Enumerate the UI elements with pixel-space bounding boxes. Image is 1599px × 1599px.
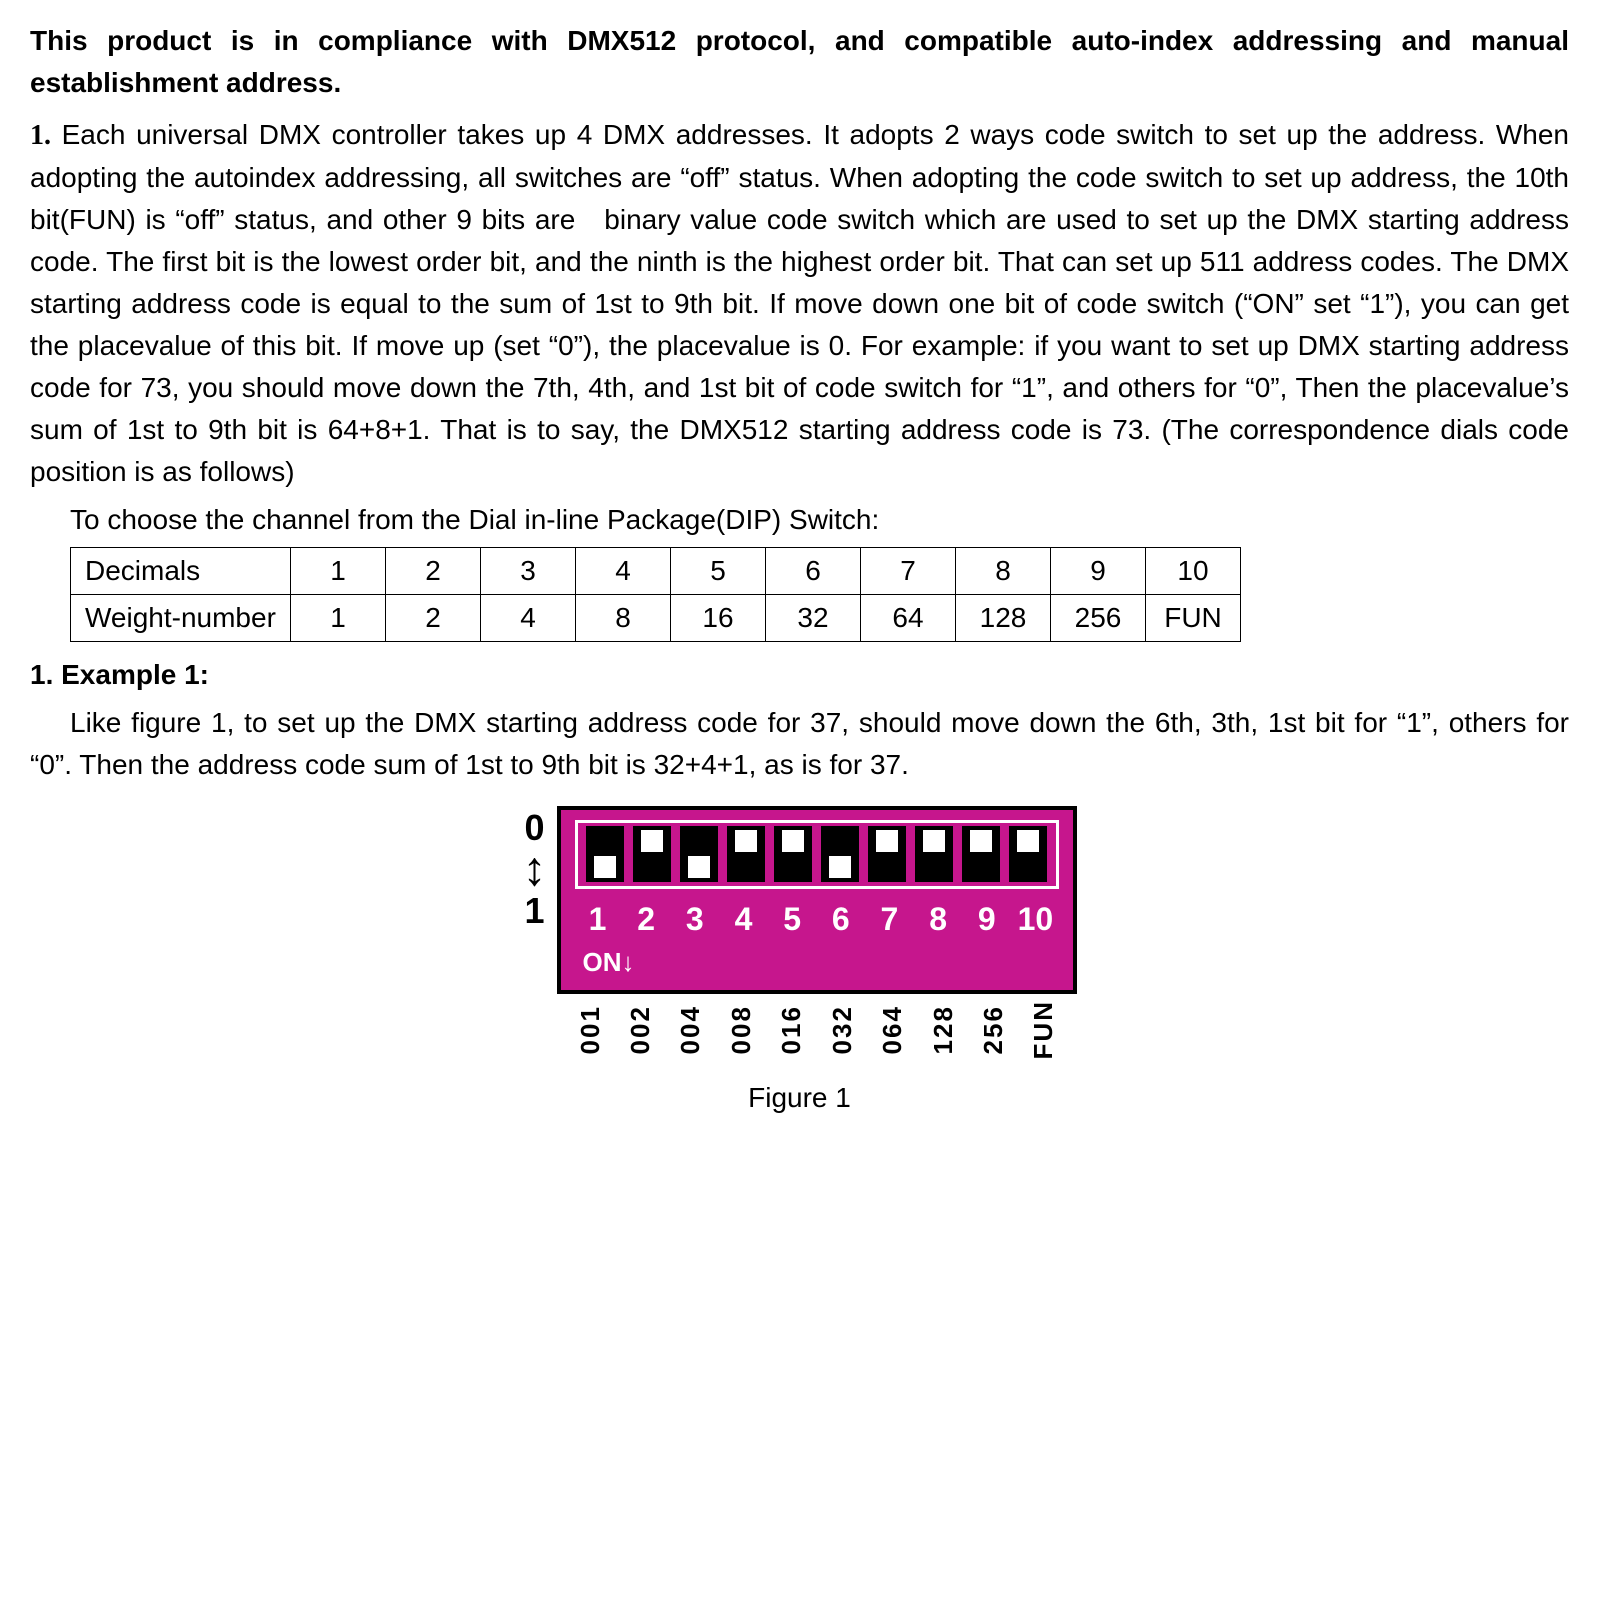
dip-number: 10 (1016, 895, 1054, 943)
dip-weight-label: 001 (571, 1000, 609, 1059)
cell: 6 (766, 548, 861, 595)
cell: 7 (861, 548, 956, 595)
dip-weight-table: Decimals 1 2 3 4 5 6 7 8 9 10 Weight-num… (70, 547, 1241, 642)
dip-slot-4 (727, 826, 765, 882)
dip-weight-label: 032 (823, 1000, 861, 1059)
cell: 32 (766, 595, 861, 642)
row-label-weight: Weight-number (71, 595, 291, 642)
dip-knob (735, 830, 757, 852)
cell: FUN (1146, 595, 1241, 642)
dip-weight-label: 064 (873, 1000, 911, 1059)
dip-slot-6 (821, 826, 859, 882)
dip-slot-9 (962, 826, 1000, 882)
dip-number: 3 (676, 895, 714, 943)
dip-knob (641, 830, 663, 852)
para-number: 1. (30, 120, 51, 151)
cell: 3 (481, 548, 576, 595)
cell: 4 (481, 595, 576, 642)
example-body-text: Like figure 1, to set up the DMX startin… (30, 707, 1569, 780)
dip-weight-label: 016 (772, 1000, 810, 1059)
dip-slot-3 (680, 826, 718, 882)
dip-side-labels: 0 ↕ 1 (523, 806, 547, 929)
dip-number: 2 (627, 895, 665, 943)
dip-frame (575, 820, 1059, 889)
table-row: Decimals 1 2 3 4 5 6 7 8 9 10 (71, 548, 1241, 595)
dip-number: 4 (724, 895, 762, 943)
dip-number: 6 (822, 895, 860, 943)
dip-slot-2 (633, 826, 671, 882)
dip-number: 7 (870, 895, 908, 943)
dip-knob (923, 830, 945, 852)
cell: 16 (671, 595, 766, 642)
dip-weight-label: 256 (974, 1000, 1012, 1059)
label-zero: 0 (524, 810, 544, 846)
cell: 2 (386, 595, 481, 642)
cell: 64 (861, 595, 956, 642)
cell: 8 (956, 548, 1051, 595)
cell: 8 (576, 595, 671, 642)
dip-slot-5 (774, 826, 812, 882)
dip-number: 5 (773, 895, 811, 943)
cell: 2 (386, 548, 481, 595)
intro-text: This product is in compliance with DMX51… (30, 20, 1569, 104)
para-body: Each universal DMX controller takes up 4… (30, 119, 1569, 487)
dip-knob (782, 830, 804, 852)
dip-knob (876, 830, 898, 852)
dip-slot-8 (915, 826, 953, 882)
dip-number: 1 (579, 895, 617, 943)
dip-number: 9 (968, 895, 1006, 943)
cell: 256 (1051, 595, 1146, 642)
figure-caption: Figure 1 (748, 1077, 851, 1119)
dip-slot-10 (1009, 826, 1047, 882)
dip-slot-1 (586, 826, 624, 882)
cell: 10 (1146, 548, 1241, 595)
cell: 9 (1051, 548, 1146, 595)
dip-on-label: ON↓ (575, 943, 1059, 982)
cell: 4 (576, 548, 671, 595)
dip-slot-7 (868, 826, 906, 882)
dip-weight-labels: 001 002 004 008 016 032 064 128 256 FUN (557, 994, 1077, 1059)
dip-knob (594, 856, 616, 878)
cell: 5 (671, 548, 766, 595)
paragraph-1: 1. Each universal DMX controller takes u… (30, 114, 1569, 493)
dip-knob (1017, 830, 1039, 852)
dip-weight-label: 008 (722, 1000, 760, 1059)
figure-1: 0 ↕ 1 12345678910 ON↓ 001002004008016032… (30, 806, 1569, 1119)
label-one: 1 (524, 893, 544, 929)
dip-slots (584, 826, 1050, 882)
dip-knob (688, 856, 710, 878)
dip-numbers-row: 12345678910 (575, 889, 1059, 943)
dip-knob (970, 830, 992, 852)
cell: 1 (291, 595, 386, 642)
dip-weight-label: 002 (621, 1000, 659, 1059)
dip-knob (829, 856, 851, 878)
dip-weight-label: 128 (924, 1000, 962, 1059)
dip-instruction: To choose the channel from the Dial in-l… (30, 499, 1569, 541)
row-label-decimals: Decimals (71, 548, 291, 595)
cell: 1 (291, 548, 386, 595)
cell: 128 (956, 595, 1051, 642)
dip-switch-box: 12345678910 ON↓ (557, 806, 1077, 994)
updown-arrow-icon: ↕ (523, 848, 547, 891)
example-body: Like figure 1, to set up the DMX startin… (30, 702, 1569, 786)
table-row: Weight-number 1 2 4 8 16 32 64 128 256 F… (71, 595, 1241, 642)
dip-number: 8 (919, 895, 957, 943)
example-heading: 1. Example 1: (30, 654, 1569, 696)
dip-weight-label: 004 (671, 1000, 709, 1059)
dip-weight-label: FUN (1024, 1000, 1062, 1059)
